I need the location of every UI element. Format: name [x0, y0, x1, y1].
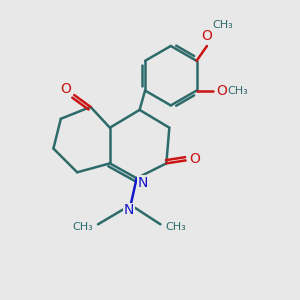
- Text: CH₃: CH₃: [228, 85, 248, 96]
- Text: O: O: [190, 152, 201, 166]
- Text: N: N: [124, 203, 134, 217]
- Text: O: O: [60, 82, 71, 96]
- Text: CH₃: CH₃: [212, 20, 233, 30]
- Text: CH₃: CH₃: [166, 222, 186, 232]
- Text: O: O: [216, 84, 227, 98]
- Text: O: O: [202, 28, 212, 43]
- Text: CH₃: CH₃: [72, 222, 93, 232]
- Text: N: N: [137, 176, 148, 190]
